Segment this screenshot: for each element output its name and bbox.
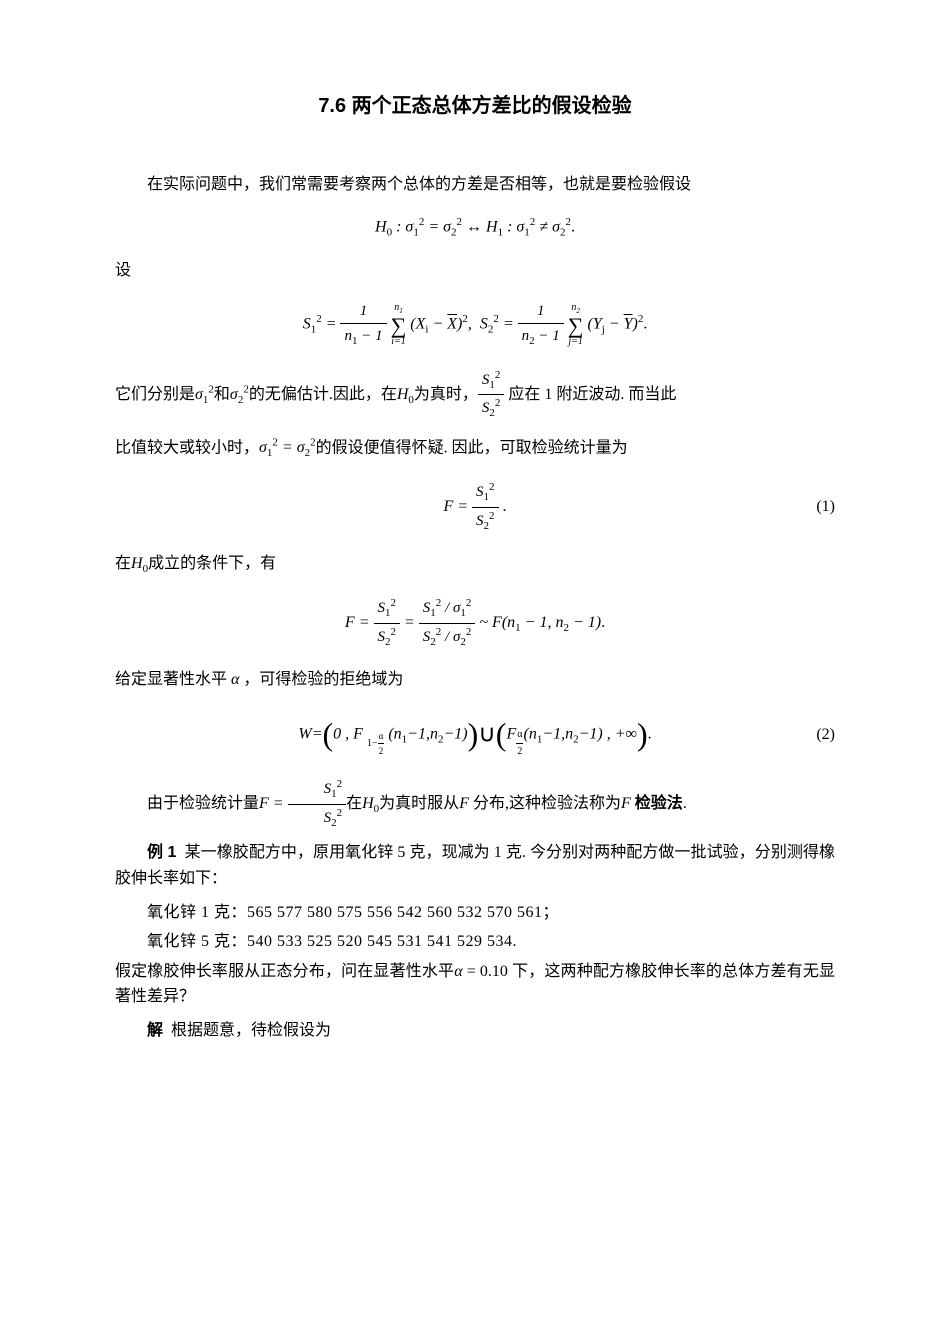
example-paragraph: 例 1 某一橡胶配方中，原用氧化锌 5 克，现减为 1 克. 今分别对两种配方做… [115, 840, 835, 891]
formula-f-distribution: F = S12S22 = S12 / σ12S22 / σ22 ~ F(n1 −… [115, 595, 835, 651]
body5-mid3: 分布,这种检验法称为 [473, 795, 621, 812]
body1-pre: 它们分别是 [115, 386, 195, 403]
body3-pre: 在 [115, 555, 131, 572]
equation-number-2: (2) [816, 722, 835, 748]
example-text: 某一橡胶配方中，原用氧化锌 5 克，现减为 1 克. 今分别对两种配方做一批试验… [115, 844, 835, 887]
intro-paragraph-1: 在实际问题中，我们常需要考察两个总体的方差是否相等，也就是要检验假设 [115, 172, 835, 198]
body-paragraph-1: 它们分别是σ12和σ22的无偏估计.因此，在H0为真时，S12S22 应在 1 … [115, 367, 835, 423]
body-paragraph-5: 由于检验统计量F = S12S22在H0为真时服从F 分布,这种检验法称为F 检… [115, 776, 835, 832]
body2-post: 的假设便值得怀疑. 因此，可取检验统计量为 [316, 439, 628, 456]
solution-paragraph: 解 根据题意，待检假设为 [115, 1018, 835, 1044]
data-row-1: 氧化锌 1 克：565 577 580 575 556 542 560 532 … [115, 900, 835, 926]
data-row-2: 氧化锌 5 克：540 533 525 520 545 531 541 529 … [115, 929, 835, 955]
assume-pre: 假定橡胶伸长率服从正态分布，问在显著性水平 [115, 963, 454, 980]
body3-post: 成立的条件下，有 [148, 555, 276, 572]
formula-f-statistic: F = S12S22 . (1) [115, 479, 835, 535]
body1-post2: 应在 1 附近波动. 而当此 [508, 386, 676, 403]
body5-mid1: 在 [346, 795, 362, 812]
body5-bold: 检验法 [635, 795, 683, 812]
body4-post: ，可得检验的拒绝域为 [243, 671, 403, 688]
body-paragraph-4: 给定显著性水平 α ，可得检验的拒绝域为 [115, 667, 835, 693]
body-paragraph-2: 比值较大或较小时，σ12 = σ22的假设便值得怀疑. 因此，可取检验统计量为 [115, 435, 835, 463]
section-title: 7.6 两个正态总体方差比的假设检验 [115, 90, 835, 122]
data-values-1: 565 577 580 575 556 542 560 532 570 561； [247, 904, 559, 921]
assumption-paragraph: 假定橡胶伸长率服从正态分布，问在显著性水平α = 0.10 下，这两种配方橡胶伸… [115, 959, 835, 1010]
solution-text: 根据题意，待检假设为 [171, 1022, 331, 1039]
body4-pre: 给定显著性水平 [115, 671, 227, 688]
data-values-2: 540 533 525 520 545 531 541 529 534. [247, 933, 517, 950]
body-paragraph-3: 在H0成立的条件下，有 [115, 551, 835, 579]
data-label-2: 氧化锌 5 克： [147, 933, 247, 950]
body5-mid2: 为真时服从 [379, 795, 459, 812]
formula-variance-definitions: S12 = 1n1 − 1 n1∑i=1 (Xi − X)2, S22 = 1n… [115, 299, 835, 351]
formula-rejection-region: W=(0 , F1−α2(n1−1,n2−1))∪(Fα2(n1−1,n2−1)… [115, 709, 835, 760]
body1-post1: 为真时， [414, 386, 478, 403]
formula-hypothesis: H0 : σ12 = σ22 ↔ H1 : σ12 ≠ σ22. [115, 214, 835, 242]
body1-mid: 的无偏估计.因此，在 [249, 386, 397, 403]
intro-paragraph-2: 设 [115, 258, 835, 284]
solution-label: 解 [147, 1022, 163, 1039]
equation-number-1: (1) [816, 494, 835, 520]
data-label-1: 氧化锌 1 克： [147, 904, 247, 921]
body2-pre: 比值较大或较小时， [115, 439, 259, 456]
example-label: 例 1 [147, 844, 176, 861]
body5-pre: 由于检验统计量 [147, 795, 259, 812]
